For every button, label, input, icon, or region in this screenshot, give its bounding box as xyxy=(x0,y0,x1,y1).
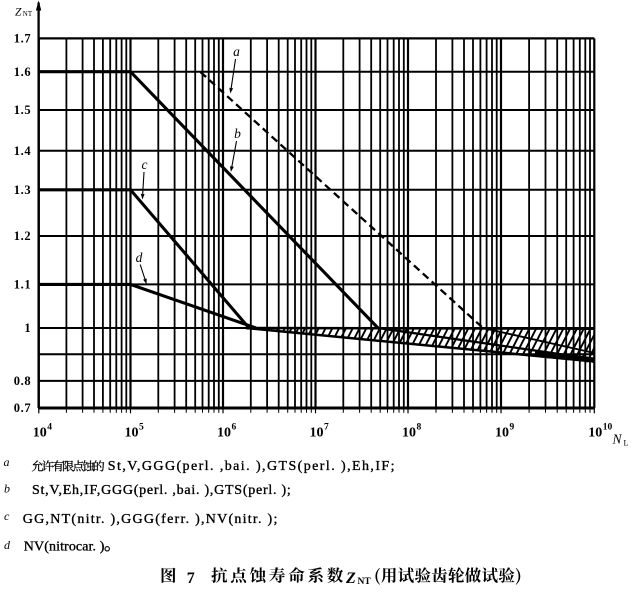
svg-text:7: 7 xyxy=(324,423,329,433)
svg-text:Z: Z xyxy=(345,570,356,587)
svg-text:1.2: 1.2 xyxy=(14,229,31,243)
svg-text:1.6: 1.6 xyxy=(14,65,31,79)
svg-text:L: L xyxy=(624,439,629,448)
svg-text:1.4: 1.4 xyxy=(14,144,32,158)
svg-text:10: 10 xyxy=(125,426,139,441)
svg-text:10: 10 xyxy=(588,426,602,441)
svg-text:St,V,GGG(perl. ,bai. ),GTS(per: St,V,GGG(perl. ,bai. ),GTS(perl. ),Eh,IF… xyxy=(108,459,396,474)
svg-text:GG,NT(nitr. ),GGG(ferr. ),NV(n: GG,NT(nitr. ),GGG(ferr. ),NV(nitr. ); xyxy=(23,512,279,527)
svg-text:8: 8 xyxy=(417,423,422,433)
svg-text:NT: NT xyxy=(23,10,33,18)
svg-text:10: 10 xyxy=(217,426,231,441)
svg-text:7: 7 xyxy=(187,570,195,587)
svg-text:N: N xyxy=(612,432,623,447)
svg-text:b: b xyxy=(4,482,10,496)
svg-text:4: 4 xyxy=(47,423,52,433)
svg-text:a: a xyxy=(233,44,240,59)
svg-text:Z: Z xyxy=(15,7,22,19)
svg-text:d: d xyxy=(4,538,11,552)
svg-text:NV(nitrocar. ): NV(nitrocar. ) xyxy=(24,540,105,555)
svg-text:1.5: 1.5 xyxy=(14,103,31,117)
svg-text:1: 1 xyxy=(24,321,31,335)
svg-text:6: 6 xyxy=(232,423,237,433)
svg-text:10: 10 xyxy=(495,426,509,441)
svg-text:1.7: 1.7 xyxy=(14,32,31,46)
svg-text:a: a xyxy=(4,455,10,469)
svg-text:b: b xyxy=(234,126,241,141)
svg-text:0.8: 0.8 xyxy=(14,374,31,388)
svg-text:10: 10 xyxy=(603,423,613,433)
svg-text:St,V,Eh,IF,GGG(perl. ,bai. ),G: St,V,Eh,IF,GGG(perl. ,bai. ),GTS(perl. )… xyxy=(32,483,292,498)
svg-text:10: 10 xyxy=(33,426,47,441)
svg-text:NT: NT xyxy=(358,577,372,587)
svg-text:10: 10 xyxy=(310,426,324,441)
svg-text:c: c xyxy=(142,157,148,172)
svg-text:1.1: 1.1 xyxy=(14,278,31,292)
svg-text:5: 5 xyxy=(139,423,144,433)
svg-text:d: d xyxy=(136,250,143,265)
svg-text:9: 9 xyxy=(510,423,515,433)
svg-text:1.3: 1.3 xyxy=(14,183,31,197)
svg-text:0.7: 0.7 xyxy=(14,401,31,415)
svg-text:10: 10 xyxy=(402,426,416,441)
svg-text:c: c xyxy=(4,509,10,523)
